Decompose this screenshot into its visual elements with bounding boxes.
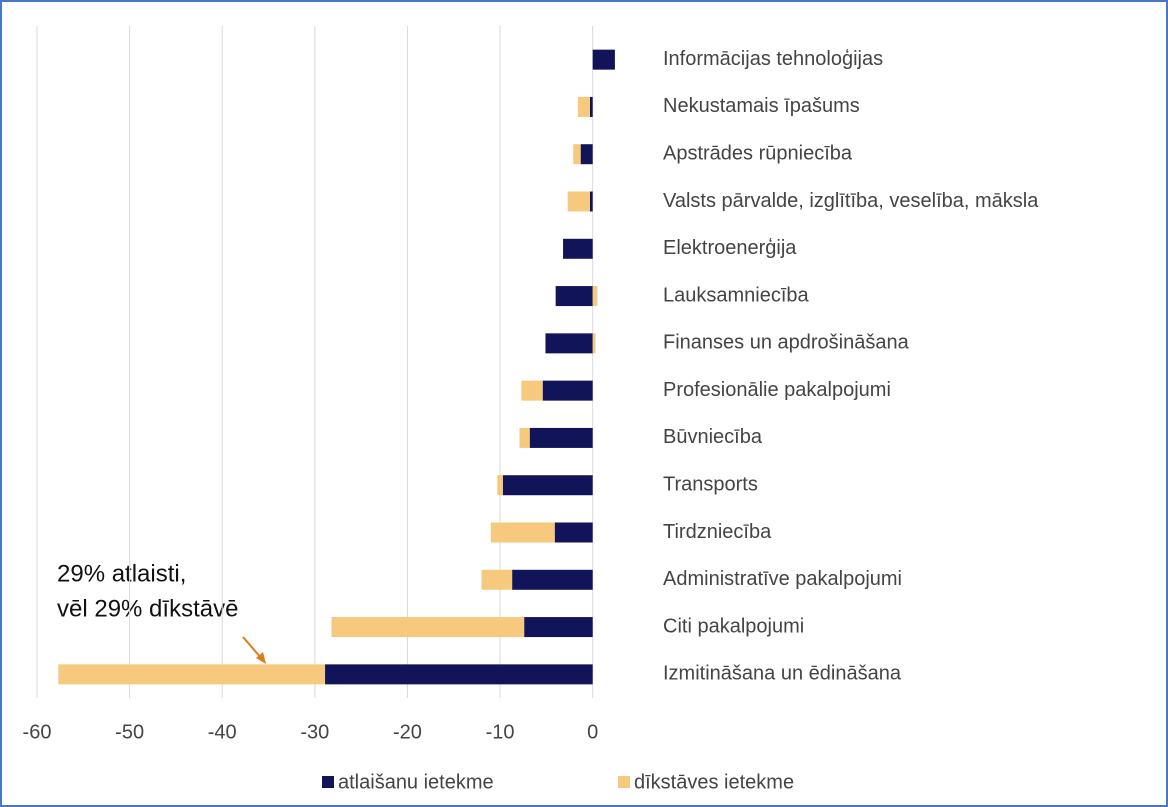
category-label: Informācijas tehnoloģijas <box>663 48 883 70</box>
category-label: Administratīve pakalpojumi <box>663 568 902 590</box>
bar-segment <box>521 380 543 401</box>
x-tick-label: -60 <box>23 721 52 743</box>
bar-segment <box>563 238 593 259</box>
bar-segment <box>529 427 593 448</box>
bar-segment <box>554 522 593 543</box>
bar-segment <box>490 522 555 543</box>
category-label: Profesionālie pakalpojumi <box>663 379 891 401</box>
annotation: vēl 29% dīkstāvē <box>57 595 238 622</box>
x-tick-label: -30 <box>300 721 329 743</box>
category-label: Valsts pārvalde, izglītība, veselība, mā… <box>663 190 1039 212</box>
bar-segment <box>58 664 326 685</box>
annotation-arrowhead <box>256 652 266 664</box>
category-label: Apstrādes rūpniecība <box>663 142 853 164</box>
category-label: Lauksamniecība <box>663 284 810 306</box>
category-label: Transports <box>663 473 758 495</box>
bar-segment <box>589 191 593 212</box>
category-label: Citi pakalpojumi <box>663 615 804 637</box>
bar-segment <box>545 333 593 354</box>
legend-label: atlaišanu ietekme <box>338 771 494 793</box>
category-label: Tirdzniecība <box>663 521 772 543</box>
bar-segment <box>542 380 593 401</box>
category-label: Elektroenerģija <box>663 237 797 259</box>
category-label: Finanses un apdrošināšana <box>663 332 910 354</box>
category-label: Izmitināšana un ēdināšana <box>663 663 902 685</box>
bar-segment <box>555 286 593 307</box>
bar-segment <box>524 617 593 638</box>
legend-label: dīkstāves ietekme <box>634 771 794 793</box>
bar-segment <box>325 664 593 685</box>
bar-segment <box>481 569 513 590</box>
bar-segment <box>589 96 593 117</box>
x-tick-label: -10 <box>486 721 515 743</box>
bar-segment <box>497 475 503 496</box>
bar-segment <box>567 191 590 212</box>
bar-segment <box>573 144 581 165</box>
x-tick-label: -20 <box>393 721 422 743</box>
x-tick-label: -40 <box>208 721 237 743</box>
annotation: 29% atlaisti, <box>57 560 186 587</box>
bar-segment <box>580 144 593 165</box>
x-tick-label: -50 <box>115 721 144 743</box>
bar-segment <box>592 333 596 354</box>
bar-segment <box>512 569 593 590</box>
legend-swatch <box>618 776 630 788</box>
bar-segment <box>577 96 590 117</box>
annotation-arrow <box>242 636 263 660</box>
legend-swatch <box>322 776 334 788</box>
bar-segment <box>592 49 615 70</box>
category-label: Būvniecība <box>663 426 763 448</box>
bar-segment <box>519 427 530 448</box>
bar-segment <box>331 617 525 638</box>
category-label: Nekustamais īpašums <box>663 95 860 117</box>
bar-segment <box>502 475 593 496</box>
bar-segment <box>592 286 598 307</box>
x-tick-label: 0 <box>587 721 598 743</box>
